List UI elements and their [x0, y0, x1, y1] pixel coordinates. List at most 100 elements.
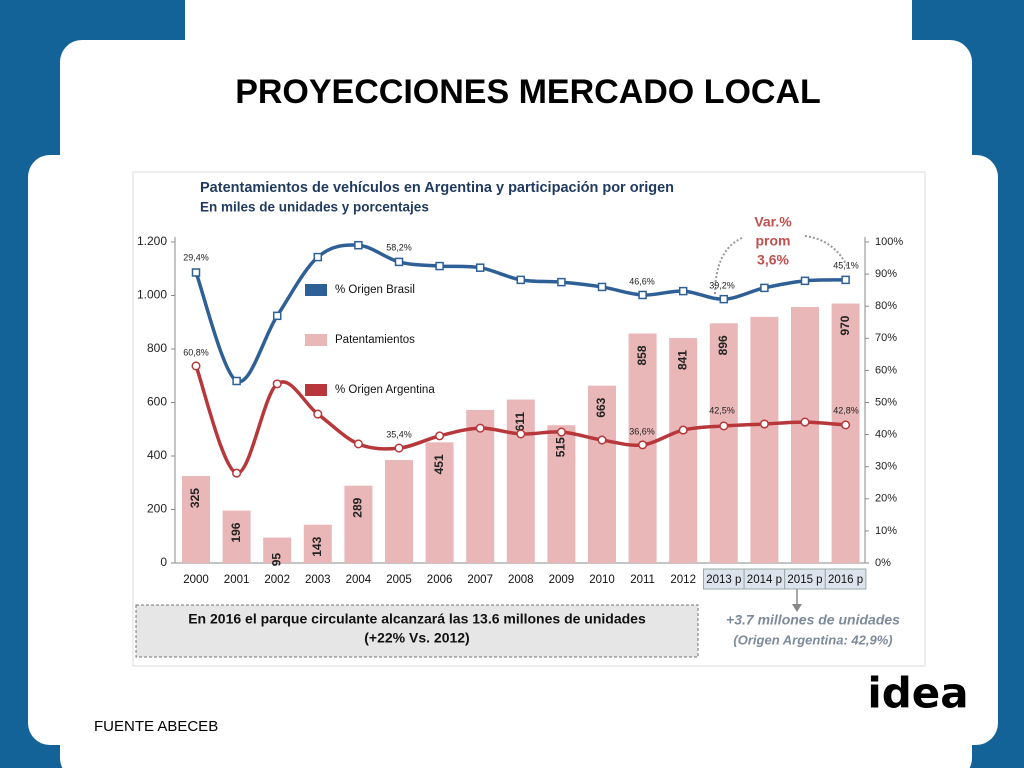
bar	[222, 510, 251, 563]
logo: idea	[867, 669, 968, 718]
marker	[394, 443, 404, 453]
marker	[435, 431, 445, 441]
annotation: 46,6%	[629, 276, 655, 286]
data-label: 515	[554, 437, 568, 457]
y2-tick-label: 100%	[875, 236, 903, 248]
x-tick-label: 2016 p	[828, 574, 863, 586]
data-label: 196	[229, 522, 243, 542]
marker	[232, 468, 242, 478]
bar	[385, 460, 413, 563]
note: En 2016 el parque circulante alcanzará l…	[188, 611, 646, 627]
x-tick-label: 2007	[467, 574, 493, 586]
bar	[750, 316, 779, 563]
bar	[547, 425, 576, 563]
data-label: 325	[188, 488, 202, 508]
marker	[191, 361, 201, 371]
legend-label: % Origen Argentina	[335, 384, 435, 396]
marker	[556, 427, 566, 437]
legend-label: Patentamientos	[335, 334, 415, 346]
data-label: 663	[594, 397, 608, 417]
annotation: 45,1%	[833, 260, 859, 270]
y2-tick-label: 80%	[875, 300, 897, 312]
y-tick-label: 400	[147, 448, 167, 462]
x-tick-label: 2014 p	[747, 574, 782, 586]
annotation: 29,4%	[183, 252, 209, 262]
y-tick-label: 800	[147, 341, 167, 355]
x-tick-label: 2008	[508, 574, 534, 586]
data-label: 896	[716, 335, 730, 355]
note-box	[135, 604, 699, 658]
chart-subtitle: En miles de unidades y porcentajes	[200, 200, 429, 215]
callout: Var.%	[754, 214, 792, 230]
y2-tick-label: 90%	[875, 268, 897, 280]
x-tick-label: 2011	[630, 574, 655, 586]
legend-swatch	[305, 284, 327, 296]
annotation: 58,2%	[386, 242, 412, 252]
data-label: 143	[310, 536, 324, 556]
marker	[841, 275, 850, 285]
data-label: 289	[351, 497, 365, 517]
annotation: 42,5%	[709, 405, 735, 415]
y-tick-label: 1.000	[137, 288, 167, 302]
bar	[182, 476, 210, 563]
marker	[475, 423, 485, 433]
x-tick-label: 2003	[305, 574, 331, 586]
bar	[791, 307, 819, 563]
data-label: 451	[432, 454, 446, 474]
marker	[759, 419, 769, 429]
y2-tick-label: 30%	[875, 461, 897, 473]
y2-tick-label: 60%	[875, 364, 897, 376]
slide-title: PROYECCIONES MERCADO LOCAL	[235, 73, 821, 111]
callout-arrow	[804, 235, 849, 269]
plot: 0 200 400 600 800 1.000 1.200 0% 10% 20% 30% 40% 50%…	[137, 234, 903, 590]
chart-title: Patentamientos de vehículos en Argentina…	[200, 180, 674, 196]
marker	[313, 409, 323, 419]
marker	[719, 294, 729, 304]
x-tick-label: 2015 p	[787, 574, 822, 586]
data-label: 841	[675, 350, 689, 370]
bar	[709, 323, 738, 563]
bar	[466, 409, 495, 563]
marker	[394, 257, 404, 267]
data-label: 858	[635, 345, 649, 365]
bar	[506, 399, 535, 563]
bar	[831, 303, 860, 563]
note: (+22% Vs. 2012)	[364, 630, 469, 646]
marker	[638, 440, 648, 450]
bar	[669, 338, 698, 563]
annotation: 36,6%	[629, 426, 655, 436]
legend-swatch	[305, 384, 327, 396]
x-tick-label: 2004	[346, 574, 372, 586]
y2-tick-label: 0%	[875, 557, 891, 569]
legend-swatch	[305, 334, 327, 346]
bar	[303, 524, 332, 563]
y-tick-label: 1.200	[137, 234, 167, 248]
data-label: 611	[513, 412, 527, 432]
y-tick-label: 600	[147, 395, 167, 409]
marker	[272, 311, 282, 321]
panel	[145, 740, 925, 768]
y2-tick-label: 50%	[875, 396, 897, 408]
marker	[678, 286, 688, 296]
annotation: 60,8%	[183, 347, 209, 357]
legend-label: % Origen Brasil	[335, 284, 415, 296]
marker	[435, 261, 444, 271]
y-tick-label: 200	[147, 502, 167, 516]
x-tick-label: 2001	[224, 574, 250, 586]
arrow	[792, 604, 802, 612]
bar	[344, 485, 373, 563]
marker	[232, 376, 241, 386]
marker	[191, 268, 201, 277]
x-tick-label: 2012	[670, 574, 696, 586]
line	[194, 243, 846, 384]
x-tick-label: 2005	[386, 574, 412, 586]
callout: prom	[756, 233, 791, 249]
annotation: 35,4%	[386, 429, 412, 439]
marker	[800, 417, 810, 427]
marker	[475, 263, 485, 272]
marker	[354, 240, 363, 250]
marker	[638, 290, 647, 300]
y2-tick-label: 20%	[875, 493, 897, 505]
annotation: 39,2%	[709, 280, 735, 290]
bar	[588, 385, 616, 563]
